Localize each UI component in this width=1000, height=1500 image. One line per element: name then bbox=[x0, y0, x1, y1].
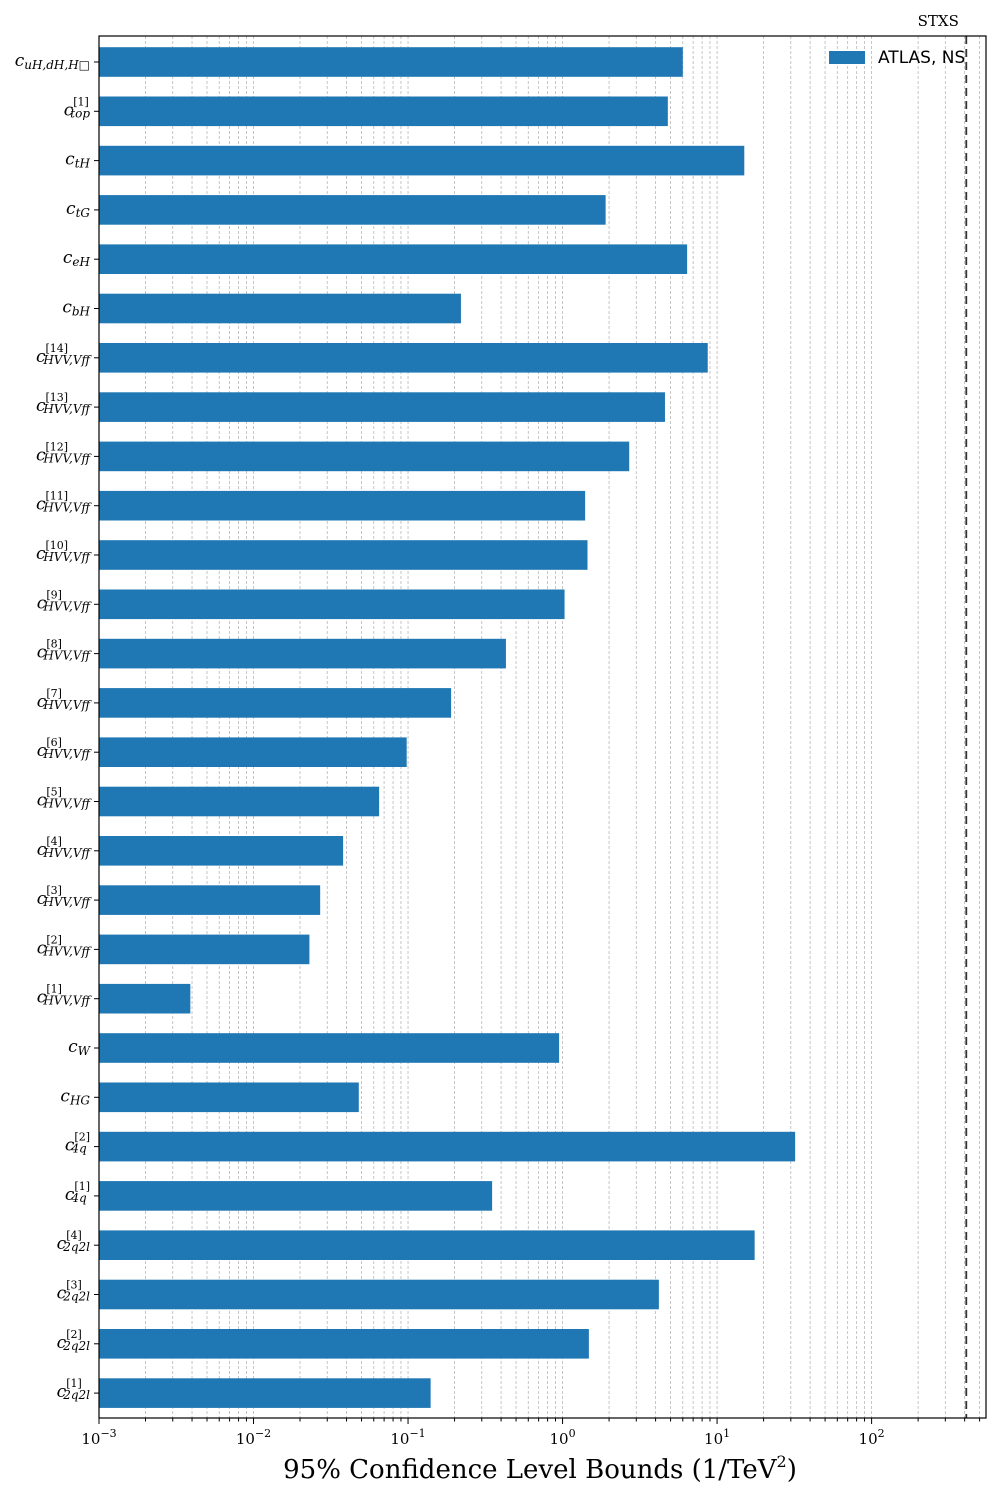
bar bbox=[99, 392, 665, 422]
y-tick-label: c[4] 2q2l bbox=[57, 1229, 90, 1254]
reference-line-label: STXS bbox=[918, 12, 959, 30]
y-tick-label: c[14] HVV,Vff bbox=[36, 342, 93, 367]
y-tick-label: ceH bbox=[63, 248, 91, 269]
x-tick-label: 10−1 bbox=[390, 1427, 425, 1448]
bar bbox=[99, 983, 191, 1014]
legend: ATLAS, NS bbox=[829, 48, 965, 68]
bar bbox=[99, 1082, 359, 1113]
x-tick-label: 102 bbox=[859, 1427, 885, 1448]
bar bbox=[99, 1131, 796, 1162]
y-tick-label: c[11] HVV,Vff bbox=[36, 490, 93, 515]
x-tick-label: 100 bbox=[550, 1427, 576, 1448]
bar bbox=[99, 195, 606, 225]
y-tick-label: c[1] HVV,Vff bbox=[37, 983, 93, 1008]
plot-frame bbox=[98, 35, 987, 1419]
x-axis-label: 95% Confidence Level Bounds (1/TeV2) bbox=[283, 1452, 797, 1485]
y-tick-label: ctH bbox=[65, 150, 90, 171]
x-tick-label: 10−2 bbox=[236, 1427, 271, 1448]
y-axis: cuH,dH,H□ c[1] top ctH ctG ceH cbH c[14] HVV,Vff… bbox=[15, 51, 99, 1402]
bar bbox=[99, 836, 344, 866]
y-tick-label: cbH bbox=[62, 298, 90, 319]
bar bbox=[99, 1033, 560, 1063]
legend-swatch bbox=[829, 51, 865, 64]
bar bbox=[99, 1279, 659, 1310]
bar bbox=[99, 737, 407, 767]
bar bbox=[99, 145, 745, 176]
y-tick-label: c[7] HVV,Vff bbox=[37, 687, 93, 712]
bar bbox=[99, 47, 683, 77]
bar bbox=[99, 96, 668, 127]
y-tick-label: c[3] HVV,Vff bbox=[37, 884, 93, 909]
y-tick-label: c[9] HVV,Vff bbox=[37, 588, 93, 613]
bar bbox=[99, 786, 380, 817]
bar bbox=[99, 934, 310, 965]
y-tick-label: c[12] HVV,Vff bbox=[36, 440, 93, 465]
y-tick-label: c[5] HVV,Vff bbox=[37, 786, 93, 811]
bar bbox=[99, 441, 630, 472]
y-tick-label: c[2] HVV,Vff bbox=[37, 933, 93, 958]
bar bbox=[99, 293, 461, 324]
y-tick-label: c[8] HVV,Vff bbox=[37, 638, 93, 663]
bars bbox=[99, 47, 796, 1408]
bar bbox=[99, 244, 688, 274]
x-tick-label: 10−3 bbox=[81, 1427, 116, 1448]
y-tick-label: c[2] 2q2l bbox=[57, 1328, 90, 1353]
x-tick-label: 101 bbox=[704, 1427, 730, 1448]
bar bbox=[99, 885, 321, 915]
y-tick-label: c[13] HVV,Vff bbox=[36, 391, 93, 416]
bar bbox=[99, 1378, 431, 1408]
bar bbox=[99, 1329, 589, 1359]
y-tick-label: cuH,dH,H□ bbox=[15, 51, 90, 72]
y-tick-label: cHG bbox=[60, 1086, 90, 1107]
y-tick-label: c[1] top bbox=[64, 95, 91, 120]
bar bbox=[99, 688, 452, 718]
bar bbox=[99, 1230, 755, 1260]
y-tick-label: c[1] 4q bbox=[65, 1180, 90, 1205]
bar bbox=[99, 1181, 493, 1211]
bar bbox=[99, 638, 506, 669]
bar bbox=[99, 589, 565, 620]
y-tick-label: c[1] 2q2l bbox=[57, 1377, 90, 1402]
y-tick-label: ctG bbox=[66, 199, 90, 220]
bar bbox=[99, 540, 588, 570]
bar bbox=[99, 343, 708, 373]
y-tick-label: c[4] HVV,Vff bbox=[37, 835, 93, 860]
legend-label: ATLAS, NS bbox=[878, 48, 965, 68]
y-tick-label: c[10] HVV,Vff bbox=[36, 539, 93, 564]
y-tick-label: c[2] 4q bbox=[65, 1131, 90, 1156]
bar bbox=[99, 490, 586, 521]
y-tick-label: c[3] 2q2l bbox=[57, 1279, 90, 1304]
x-axis: 10−3 10−2 10−1 100 101 102 bbox=[81, 1418, 981, 1448]
y-tick-label: c[6] HVV,Vff bbox=[37, 736, 93, 761]
y-tick-label: cW bbox=[68, 1037, 92, 1058]
